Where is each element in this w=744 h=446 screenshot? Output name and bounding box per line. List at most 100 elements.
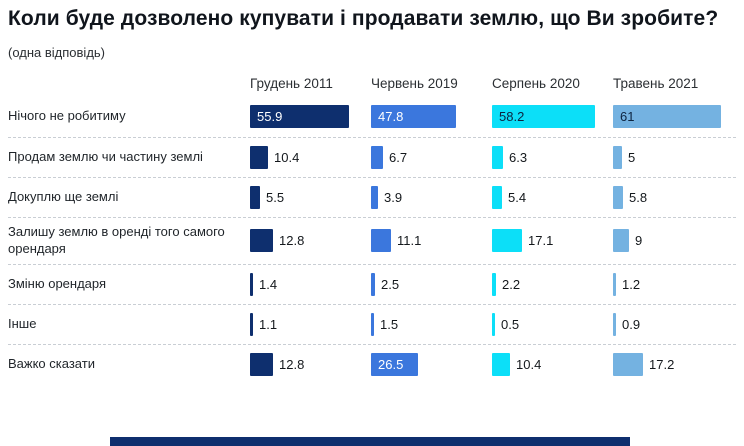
bar-value: 1.2 — [622, 276, 641, 292]
bar-cell: 5.8 — [611, 184, 732, 211]
column-header-jun-2019: Червень 2019 — [371, 75, 458, 91]
bar-cell: 26.5 — [369, 351, 490, 378]
column-header-may-2021: Травень 2021 — [613, 75, 699, 91]
bar: 47.8 — [371, 105, 456, 129]
bar-value: 26.5 — [378, 356, 404, 372]
bar-value: 0.9 — [622, 316, 641, 332]
chart-row: Важко сказати 12.8 26.5 10.4 17.2 — [8, 343, 736, 384]
bar-cell: 1.4 — [248, 271, 369, 298]
bar-cell: 2.2 — [490, 271, 611, 298]
bar-cell: 0.9 — [611, 311, 732, 338]
bar-cell: 17.1 — [490, 224, 611, 258]
chart-row: Зміню орендаря 1.4 2.5 2.2 1.2 — [8, 263, 736, 304]
bar-cell: 6.7 — [369, 144, 490, 171]
bar — [492, 185, 502, 209]
bar — [371, 145, 383, 169]
bar-value: 6.7 — [389, 149, 408, 165]
bar-cell: 1.5 — [369, 311, 490, 338]
chart-row: Нічого не робитиму 55.9 47.8 58.2 61 — [8, 97, 736, 137]
page-subtitle: (одна відповідь) — [8, 44, 106, 60]
chart-row: Продам землю чи частину землі 10.4 6.7 6.3 5 — [8, 136, 736, 177]
bar — [250, 312, 253, 336]
bar — [492, 145, 503, 169]
bar — [371, 272, 375, 296]
bar-value: 47.8 — [378, 109, 404, 125]
bar-value: 9 — [635, 233, 643, 249]
row-label: Залишу землю в оренді того самого оренда… — [8, 223, 225, 256]
bar-cell: 12.8 — [248, 351, 369, 378]
chart-row: Залишу землю в оренді того самого оренда… — [8, 216, 736, 264]
bar — [371, 185, 378, 209]
chart-rows: Нічого не робитиму 55.9 47.8 58.2 61 Продам з… — [8, 97, 736, 384]
bar-cell: 47.8 — [369, 103, 490, 131]
bar-value: 17.1 — [528, 233, 554, 249]
bar: 26.5 — [371, 352, 418, 376]
row-label: Продам землю чи частину землі — [8, 148, 203, 164]
row-label: Інше — [8, 315, 37, 331]
bar: 61 — [613, 105, 721, 129]
bar-cell: 6.3 — [490, 144, 611, 171]
bar-value: 5.5 — [266, 189, 285, 205]
row-label: Нічого не робитиму — [8, 108, 126, 124]
bar — [613, 272, 616, 296]
bar: 58.2 — [492, 105, 595, 129]
bar-cell: 5.5 — [248, 184, 369, 211]
footer-bar — [110, 437, 630, 446]
bar-cell: 0.5 — [490, 311, 611, 338]
bar — [492, 272, 496, 296]
bar-value: 2.5 — [381, 276, 400, 292]
page-title: Коли буде дозволено купувати і продавати… — [8, 7, 719, 30]
bar-value: 0.5 — [501, 316, 520, 332]
bar: 55.9 — [250, 105, 349, 129]
bar-cell: 10.4 — [490, 351, 611, 378]
bar-cell: 11.1 — [369, 224, 490, 258]
bar-value: 3.9 — [384, 189, 403, 205]
bar — [492, 352, 510, 376]
bar — [250, 145, 268, 169]
chart-row: Інше 1.1 1.5 0.5 0.9 — [8, 303, 736, 344]
bar — [613, 229, 629, 253]
bar-value: 10.4 — [274, 149, 300, 165]
bar-value: 2.2 — [502, 276, 521, 292]
bar — [613, 352, 643, 376]
bar-value: 17.2 — [649, 356, 675, 372]
bar-cell: 55.9 — [248, 103, 369, 131]
row-label: Важко сказати — [8, 355, 95, 371]
bar-value: 1.4 — [259, 276, 278, 292]
bar-cell: 58.2 — [490, 103, 611, 131]
bar-cell: 12.8 — [248, 224, 369, 258]
bar — [371, 229, 391, 253]
bar-value: 1.5 — [380, 316, 399, 332]
bar — [250, 272, 253, 296]
bar-value: 55.9 — [257, 109, 283, 125]
bar-value: 10.4 — [516, 356, 542, 372]
bar — [613, 312, 616, 336]
bar — [250, 229, 273, 253]
bar-value: 5 — [628, 149, 636, 165]
bar-cell: 1.1 — [248, 311, 369, 338]
bar-value: 12.8 — [279, 233, 305, 249]
row-label: Зміню орендаря — [8, 275, 107, 291]
bar — [371, 312, 374, 336]
bar-value: 61 — [620, 109, 635, 125]
bar-value: 6.3 — [509, 149, 528, 165]
column-header-aug-2020: Серпень 2020 — [492, 75, 580, 91]
bar-value: 5.8 — [629, 189, 648, 205]
bar — [492, 229, 522, 253]
bar-value: 1.1 — [259, 316, 278, 332]
bar-cell: 9 — [611, 224, 732, 258]
bar-cell: 5.4 — [490, 184, 611, 211]
bar — [492, 312, 495, 336]
chart-row: Докуплю ще землі 5.5 3.9 5.4 5.8 — [8, 176, 736, 217]
bar-value: 5.4 — [508, 189, 527, 205]
bar — [613, 185, 623, 209]
bar — [250, 352, 273, 376]
bar-cell: 2.5 — [369, 271, 490, 298]
row-label: Докуплю ще землі — [8, 188, 119, 204]
bar-value: 12.8 — [279, 356, 305, 372]
bar — [250, 185, 260, 209]
bar-cell: 1.2 — [611, 271, 732, 298]
bar-cell: 17.2 — [611, 351, 732, 378]
bar-cell: 61 — [611, 103, 732, 131]
